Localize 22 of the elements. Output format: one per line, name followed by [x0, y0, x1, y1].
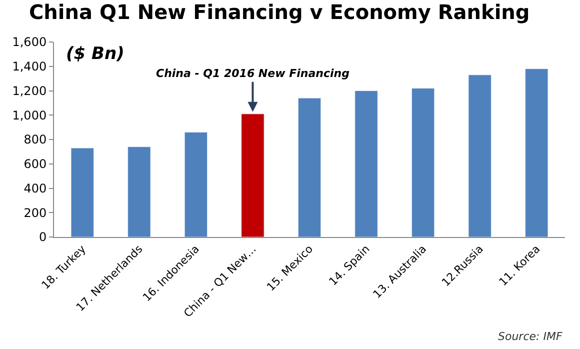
- chart-title: China Q1 New Financing v Economy Ranking: [29, 0, 530, 24]
- bar: [298, 98, 322, 237]
- bar: [184, 132, 208, 237]
- bar: [70, 148, 94, 237]
- y-tick-label: 200: [24, 206, 47, 220]
- bar: [128, 146, 151, 237]
- y-tick-label: 1,200: [12, 84, 47, 98]
- chart-subtitle: ($ Bn): [66, 44, 124, 64]
- source-note: Source: IMF: [498, 330, 563, 343]
- y-tick-label: 1,000: [12, 108, 47, 122]
- bar: [525, 68, 548, 237]
- y-tick-label: 1,400: [12, 60, 47, 74]
- y-tick-label: 800: [24, 132, 47, 147]
- y-tick-label: 400: [24, 181, 47, 196]
- annotation: China - Q1 2016 New Financing: [156, 67, 350, 80]
- bar: [411, 88, 435, 237]
- bar: [468, 74, 492, 237]
- bar: [241, 114, 264, 237]
- y-tick-label: 1,600: [12, 35, 47, 50]
- bar: [354, 90, 378, 237]
- y-tick-label: 600: [24, 157, 47, 172]
- y-tick-label: 0: [38, 230, 47, 244]
